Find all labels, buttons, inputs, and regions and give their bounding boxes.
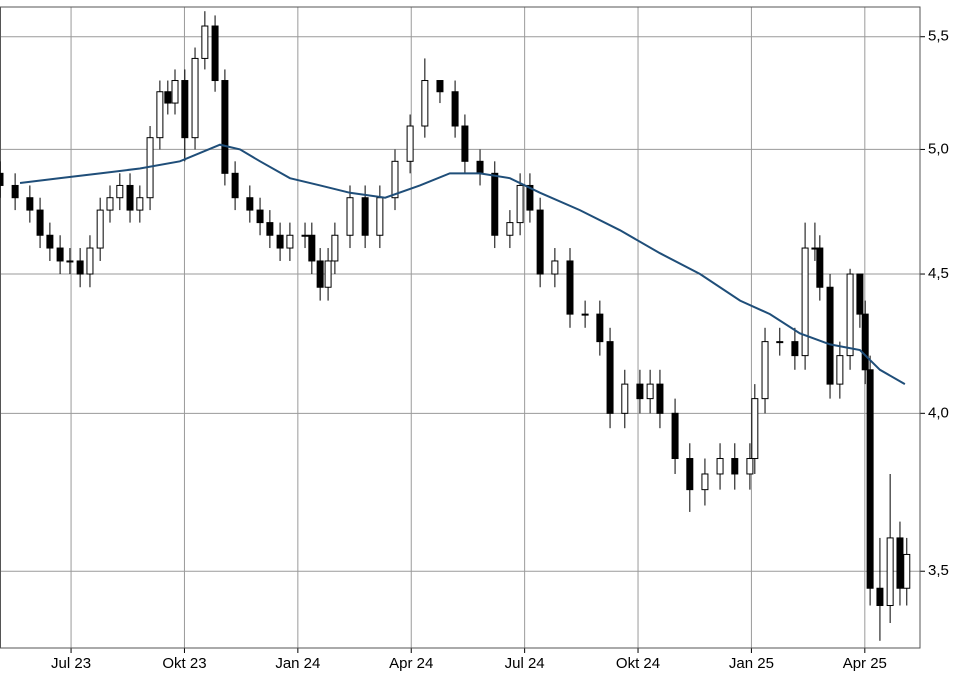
candle-body [26,197,34,211]
x-tick-label: Okt 24 [616,655,660,672]
candle-body [256,209,264,224]
candle-body [116,184,124,199]
x-tick-label: Apr 24 [389,655,433,672]
candle-body [671,412,679,460]
candle-body [421,80,429,127]
candle-body [181,80,189,139]
x-tick-label: Apr 25 [843,655,887,672]
candle-body [361,197,369,236]
candle-body [776,341,784,344]
candle-body [566,260,574,315]
candle-body [716,458,724,475]
candle-body [861,313,869,371]
candle-body [191,57,199,139]
candle-body [801,247,809,357]
candle-body [731,458,739,475]
candle-body [211,25,219,82]
candle-body [331,234,339,262]
y-tick-label: 3,5 [928,562,949,579]
candle-body [876,587,884,607]
candle-body [621,383,629,414]
x-tick-label: Jan 25 [729,655,774,672]
candle-body [201,25,209,59]
candle-body [106,197,114,211]
x-tick-label: Jul 23 [51,655,91,672]
y-tick-label: 4,0 [928,404,949,421]
candle-body [596,313,604,343]
candle-body [551,260,559,275]
candle-body [636,383,644,400]
candle-body [761,341,769,400]
candle-body [526,184,534,211]
candle-body [791,341,799,357]
candle-body [746,458,754,475]
candle-body [461,125,469,162]
y-tick-label: 4,5 [928,265,949,282]
candle-body [686,458,694,491]
candle-body [156,91,164,139]
candle-body [491,172,499,236]
plot-frame [0,6,921,649]
candle-body [136,197,144,211]
candle-body [436,80,444,93]
y-tick-label: 5,0 [928,140,949,157]
candle-body [86,247,94,275]
candle-body [646,383,654,400]
x-tick-label: Jan 24 [275,655,320,672]
candle-body [76,260,84,275]
candle-body [866,369,874,589]
candle-body [96,209,104,249]
candle-body [164,91,172,104]
candle-body [896,537,904,589]
candle-body [46,234,54,249]
candle-body [701,473,709,491]
candle-body [231,172,239,199]
candle-body [751,398,759,460]
candle-body [276,234,284,249]
candle-body [286,234,294,249]
x-tick-label: Jul 24 [505,655,545,672]
x-tick-label: Okt 23 [162,655,206,672]
candle-body [308,234,316,262]
candle-body [846,273,854,357]
candle-body [536,209,544,275]
candle-body [126,184,134,211]
moving-average-line [19,143,906,385]
candle-body [656,383,664,414]
candle-body [826,286,834,385]
candle-body [301,234,309,237]
candle-body [324,260,332,288]
candle-body [246,197,254,211]
candle-body [451,91,459,127]
candle-body [66,260,74,263]
candle-body [516,184,524,224]
candle-body [171,80,179,104]
candle-body [316,260,324,288]
candle-body [856,273,864,315]
candle-body [406,125,414,162]
candle-body [0,172,4,186]
candle-body [346,197,354,236]
candle-body [391,160,399,199]
candle-body [56,247,64,262]
candle-body [376,197,384,236]
candle-body [816,247,824,288]
candle-body [886,537,894,607]
candle-body [903,553,911,589]
candle-body [36,209,44,236]
candle-body [836,355,844,385]
y-tick-label: 5,5 [928,28,949,45]
candle-body [221,80,229,174]
candle-body [606,341,614,414]
candle-body [11,184,19,199]
candle-body [266,222,274,236]
candle-body [506,222,514,236]
candle-body [581,313,589,316]
candle-body [476,160,484,174]
